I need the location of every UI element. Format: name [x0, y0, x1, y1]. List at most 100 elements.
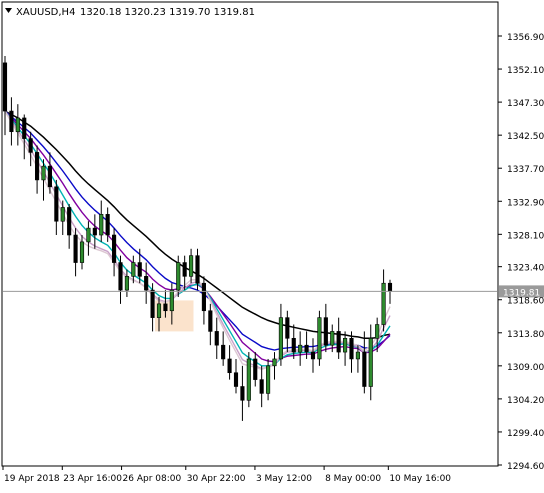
candle-body	[131, 262, 136, 277]
candle-body	[15, 117, 20, 133]
candle	[105, 207, 110, 242]
candle-body	[208, 310, 213, 332]
x-axis: 19 Apr 2018 23 Apr 16:00 26 Apr 08:00 30 Ap…	[2, 466, 451, 484]
candle	[124, 269, 129, 297]
candle-body	[118, 262, 123, 291]
candle	[266, 358, 271, 401]
candle	[195, 248, 200, 291]
candle	[163, 290, 168, 318]
candle	[92, 214, 97, 249]
candle-body	[169, 289, 174, 312]
candle-body	[156, 303, 162, 318]
candle	[131, 255, 136, 284]
candle-body	[54, 186, 59, 222]
candle-body	[182, 262, 187, 277]
candle	[349, 331, 354, 373]
y-tick-label: 1309.00	[507, 363, 544, 373]
candle-body	[266, 365, 271, 394]
candle-body	[381, 282, 386, 325]
candle	[368, 324, 373, 401]
candle-body	[221, 344, 226, 360]
x-tick-label: 26 Apr 08:00	[123, 474, 182, 484]
candle-body	[47, 165, 52, 188]
candle-body	[343, 337, 348, 353]
candle-body	[41, 165, 46, 181]
y-tick-label: 1352.10	[507, 66, 544, 76]
y-tick-label: 1337.70	[507, 165, 544, 175]
x-tick-label: 3 May 12:00	[256, 474, 312, 484]
candle-body	[150, 289, 155, 318]
candle	[176, 255, 181, 297]
candle	[323, 303, 328, 353]
y-axis: 1356.90 1352.10 1347.30 1342.50 1337.70 1332.…	[498, 33, 544, 472]
candle	[156, 296, 162, 332]
candle-body	[387, 282, 393, 292]
candle	[355, 345, 360, 373]
candle	[79, 235, 85, 270]
candle-body	[195, 255, 200, 284]
candle-body	[246, 358, 251, 401]
current-price-tag	[499, 285, 544, 298]
candle-body	[362, 351, 367, 387]
candle	[310, 338, 316, 373]
x-tick-label: 10 May 16:00	[389, 474, 451, 484]
candle-body	[124, 276, 129, 291]
candle-body	[310, 351, 316, 360]
candle-body	[35, 152, 40, 181]
candle-body	[9, 110, 14, 133]
candle	[15, 104, 20, 146]
candle	[240, 365, 245, 421]
chart-menu-triangle-icon[interactable]	[5, 8, 12, 13]
candle	[330, 324, 335, 353]
candle	[362, 331, 367, 394]
candle	[246, 352, 251, 408]
candle	[272, 352, 277, 380]
candle-body	[317, 317, 322, 360]
candle	[375, 317, 380, 353]
candle	[214, 317, 219, 359]
candle-body	[214, 331, 219, 346]
candle-body	[259, 379, 264, 394]
candle-body	[291, 337, 296, 353]
candle	[47, 152, 52, 194]
candle	[9, 97, 14, 146]
candle-body	[22, 117, 27, 139]
candle	[233, 358, 239, 394]
y-tick-label: 1356.90	[507, 33, 544, 43]
candle-body	[67, 207, 72, 236]
candle	[41, 159, 46, 201]
candle-body	[105, 214, 110, 236]
candle	[304, 331, 309, 359]
candle	[137, 248, 142, 284]
candle-body	[336, 331, 341, 353]
candle	[259, 365, 264, 408]
candle	[336, 317, 341, 359]
candle-body	[163, 303, 168, 312]
symbol-title: XAUUSD,H4	[16, 7, 75, 18]
candle	[253, 352, 258, 387]
candle-body	[99, 214, 104, 236]
x-tick-label: 8 May 00:00	[325, 474, 381, 484]
candle	[343, 331, 348, 366]
candle	[73, 228, 78, 277]
candle	[182, 255, 187, 291]
candle-body	[73, 234, 78, 263]
candle-body	[112, 234, 117, 263]
candle-body	[323, 317, 328, 346]
candle	[54, 179, 59, 236]
candle	[169, 283, 174, 325]
candle-body	[375, 324, 380, 339]
candle	[201, 276, 206, 325]
candle	[278, 303, 283, 366]
candle	[381, 269, 386, 332]
y-tick-label: 1294.60	[507, 462, 544, 472]
candle	[285, 310, 290, 353]
y-tick-label: 1342.50	[507, 132, 544, 142]
candle-body	[79, 241, 85, 263]
y-tick-label: 1313.80	[507, 330, 544, 340]
x-tick-label: 23 Apr 16:00	[63, 474, 122, 484]
candle-body	[28, 138, 33, 153]
candle	[60, 200, 65, 236]
